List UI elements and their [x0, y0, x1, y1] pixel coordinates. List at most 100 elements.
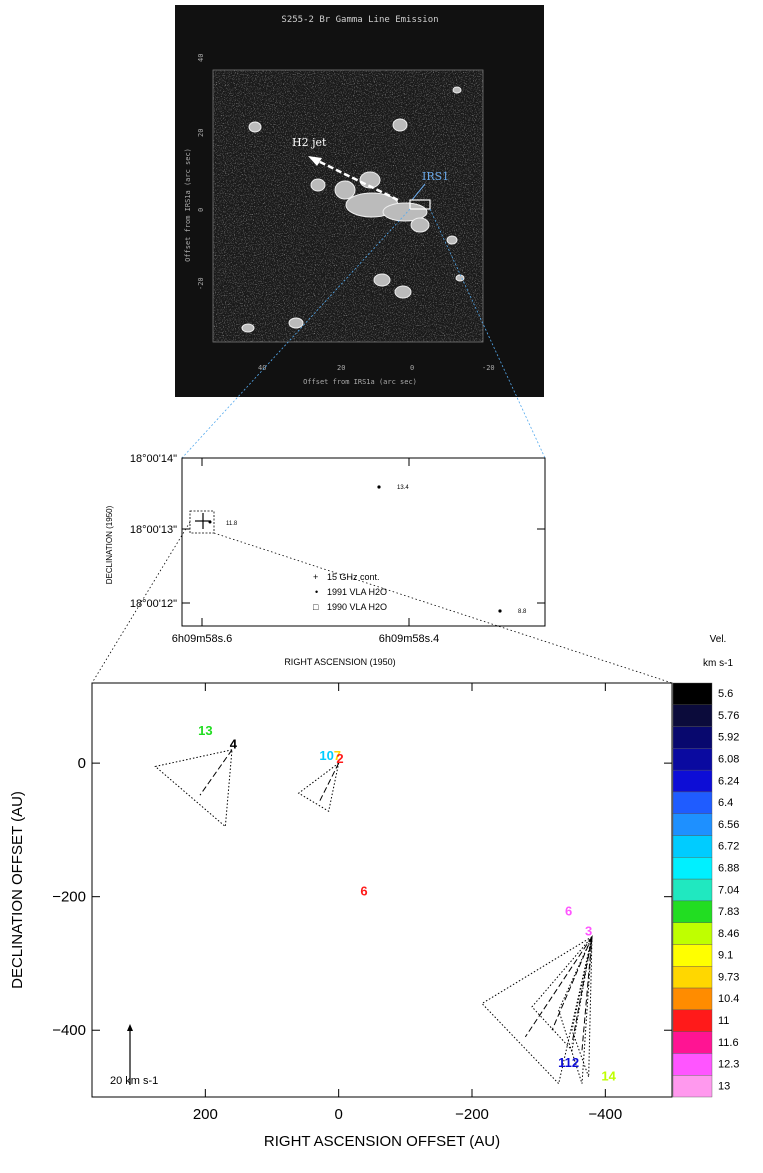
maser-cone-outline	[571, 936, 593, 1078]
maser-spot-label: 6	[565, 903, 572, 918]
maser-spot-label: 7	[334, 748, 341, 763]
middle-panel-frame	[181, 457, 546, 627]
colorbar-label: 8.46	[718, 928, 739, 940]
maser-dot-11-8	[208, 520, 212, 524]
maser-spot-label: 10	[319, 748, 333, 763]
chart-ticks: 200 0 −200 −400 0 −200 −400	[52, 683, 672, 1123]
maser-spot-label: 14	[601, 1068, 616, 1083]
h2-jet-label: H2 jet	[292, 136, 327, 149]
top-panel-frame	[212, 69, 484, 343]
top-ytick: 0	[197, 208, 205, 212]
maser-spot-label: 3	[585, 923, 592, 938]
colorbar-swatch	[672, 1075, 713, 1098]
colorbar-swatch	[672, 835, 713, 858]
top-panel-ticks: 40 20 0 -20 40 20 0 -20	[197, 54, 495, 372]
middle-ytick: 18°00'14"	[130, 453, 177, 465]
top-xtick: 0	[410, 364, 414, 372]
top-panel-title: S255-2 Br Gamma Line Emission	[281, 15, 438, 25]
colorbar-label: 11	[718, 1015, 729, 1027]
scale-bar-label: 20 km s-1	[110, 1075, 158, 1087]
colorbar-swatch	[672, 900, 713, 923]
colorbar-label: 6.88	[718, 862, 739, 874]
maser-dot-13-4	[377, 485, 381, 489]
colorbar-swatch	[672, 726, 713, 749]
top-xlabel: Offset from IRS1a (arc sec)	[303, 378, 417, 386]
point-label-13-4: 13.4	[397, 485, 409, 491]
irs1-pointer	[411, 183, 426, 201]
point-label-11-8: 11.8	[226, 521, 238, 527]
colorbar-swatch	[672, 987, 713, 1011]
maser-cone-outline	[531, 935, 593, 1052]
zoom-connector-bottom-right	[213, 532, 673, 684]
top-ylabel: Offset from IRS1a (arc sec)	[184, 148, 192, 262]
maser-cone-outline	[297, 761, 340, 812]
zoom-connector-bottom-left	[91, 521, 191, 684]
maser-cone-axis	[199, 749, 233, 796]
top-ytick: 20	[197, 129, 205, 137]
maser-dot-8-8	[498, 609, 502, 613]
emission-contours	[241, 86, 465, 333]
middle-ytick: 18°00'13"	[130, 524, 177, 536]
maser-spot-label: 6	[360, 883, 367, 898]
colorbar-label: 6.24	[718, 775, 739, 787]
colorbar-units: km s-1	[703, 658, 733, 669]
maser-spot-label: 4	[230, 736, 238, 751]
middle-yticks: 18°00'14" 18°00'13" 18°00'12"	[130, 453, 177, 610]
colorbar-swatch	[672, 1031, 713, 1054]
h2-jet-arrowhead	[308, 156, 322, 166]
top-image-panel: S255-2 Br Gamma Line Emission H2 jet IRS…	[175, 5, 544, 397]
maser-cone-axis	[581, 936, 593, 1051]
x-tick-label: 0	[334, 1106, 342, 1123]
middle-ytick: 18°00'12"	[130, 598, 177, 610]
zoom-box	[409, 199, 431, 210]
colorbar-label: 9.1	[718, 950, 733, 962]
colorbar-swatch	[672, 857, 713, 880]
colorbar-title: Vel.	[710, 634, 727, 645]
colorbar-label: 6.56	[718, 819, 739, 831]
colorbar-label: 7.04	[718, 884, 739, 896]
y-tick-label: −400	[52, 1022, 86, 1039]
middle-legend: + 15 GHz cont. • 1991 VLA H2O □ 1990 VLA…	[313, 572, 387, 612]
x-tick-label: −400	[588, 1106, 622, 1123]
middle-ylabel: DECLINATION (1950)	[105, 505, 114, 584]
y-tick-label: 0	[78, 755, 86, 772]
chart-ylabel: DECLINATION OFFSET (AU)	[9, 791, 26, 989]
legend-symbol: +	[313, 572, 318, 582]
top-xtick: 20	[337, 364, 345, 372]
colorbar-label: 5.92	[718, 732, 739, 744]
middle-xticks: 6h09m58s.6 6h09m58s.4	[172, 633, 440, 645]
top-ytick: 40	[197, 54, 205, 62]
colorbar-swatch	[672, 1053, 713, 1076]
zoom-connector-right	[429, 208, 546, 459]
colorbar-swatch	[672, 944, 713, 967]
colorbar-swatch	[672, 791, 713, 814]
y-tick-label: −200	[52, 889, 86, 906]
middle-xlabel: RIGHT ASCENSION (1950)	[284, 657, 395, 667]
x-tick-label: −200	[455, 1106, 489, 1123]
legend-symbol: •	[315, 587, 318, 597]
legend-text: 15 GHz cont.	[327, 572, 380, 582]
colorbar-label: 9.73	[718, 971, 739, 983]
h2-jet-arrow	[315, 158, 399, 202]
colorbar-swatch	[672, 769, 713, 793]
colorbar-label: 7.83	[718, 906, 739, 918]
colorbar-label: 5.6	[718, 688, 733, 700]
maser-spot-label: 2	[336, 751, 343, 766]
chart-xlabel: RIGHT ASCENSION OFFSET (AU)	[264, 1133, 500, 1150]
colorbar-label: 11.6	[718, 1037, 739, 1049]
maser-cone-axis	[551, 936, 593, 1031]
scale-bar-arrowhead	[127, 1024, 133, 1031]
colorbar-swatch	[672, 813, 713, 836]
maser-cone-outline	[154, 749, 233, 828]
maser-cone-outline	[558, 936, 593, 1084]
colorbar-label: 12.3	[718, 1059, 739, 1071]
point-label-8-8: 8.8	[518, 609, 527, 615]
colorbar-swatch	[672, 682, 713, 705]
velocity-colorbar: Vel. km s-1 5.6 5.76 5.92 6.08 6.24 6.4 6.56 6.…	[672, 634, 739, 1098]
colorbar-swatch	[672, 748, 713, 771]
middle-panel: 18°00'14" 18°00'13" 18°00'12" 6h09m58s.6…	[105, 453, 546, 667]
maser-spot-label: 13	[198, 723, 212, 738]
colorbar-label: 5.76	[718, 710, 739, 722]
